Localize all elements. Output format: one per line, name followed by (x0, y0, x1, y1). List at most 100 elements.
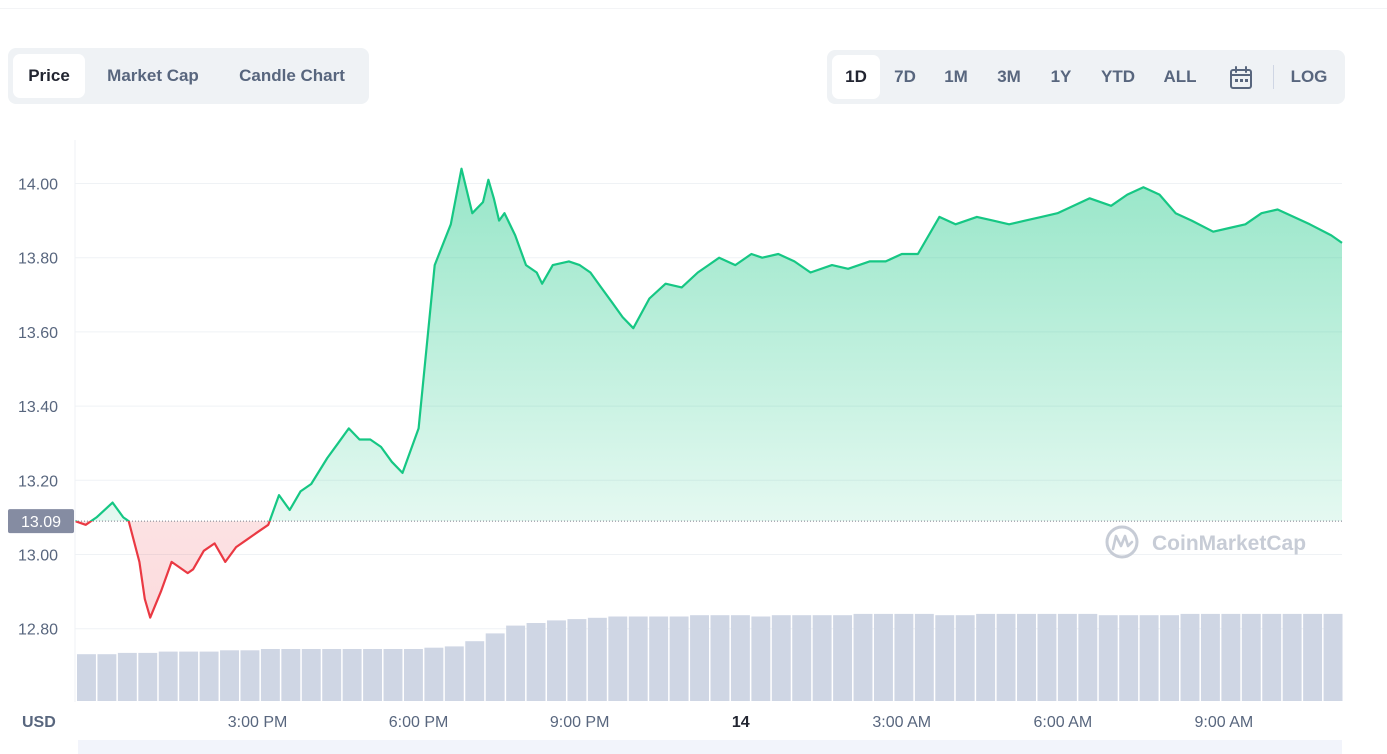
watermark: CoinMarketCap (1105, 525, 1306, 559)
chart-type-tabs: Price Market Cap Candle Chart (8, 48, 369, 104)
current-price-badge: 13.09 (8, 509, 74, 534)
log-scale-button[interactable]: LOG (1290, 67, 1328, 86)
volume-bar (976, 613, 996, 701)
volume-bar (1160, 615, 1180, 701)
volume-bar (1221, 613, 1241, 701)
y-tick-label: 13.20 (18, 473, 58, 490)
volume-bar (526, 623, 546, 701)
volume-bar (608, 616, 628, 701)
volume-bar (158, 651, 178, 701)
volume-bar (220, 650, 239, 701)
volume-bar (1282, 613, 1302, 701)
volume-bar (260, 649, 280, 701)
volume-bar (465, 641, 485, 701)
x-tick-label: 3:00 AM (872, 714, 931, 731)
volume-bar (1037, 613, 1057, 701)
volume-bar (363, 649, 383, 701)
volume-bar (730, 615, 750, 701)
volume-bar (547, 620, 566, 701)
volume-bar (485, 633, 505, 701)
range-7d-button[interactable]: 7D (894, 67, 916, 86)
volume-bar (1241, 613, 1261, 701)
volume-bar (1303, 613, 1323, 701)
range-1y-button[interactable]: 1Y (1050, 67, 1072, 86)
volume-bar (894, 613, 914, 701)
volume-bar (914, 613, 934, 701)
x-tick-label: 3:00 PM (228, 714, 288, 731)
volume-bar (444, 646, 464, 701)
volume-bar (240, 650, 260, 701)
volume-bar (649, 616, 669, 701)
volume-bar (1017, 613, 1036, 701)
volume-bar (301, 649, 321, 701)
volume-bar (587, 617, 607, 701)
volume-bar (199, 651, 219, 701)
x-axis-labels: 3:00 PM 6:00 PM 9:00 PM 14 3:00 AM 6:00 AM 9:0… (228, 714, 1254, 754)
volume-bar (1119, 615, 1139, 701)
volume-bar (792, 615, 812, 701)
volume-bar (853, 613, 873, 701)
calendar-icon[interactable] (1227, 64, 1255, 92)
volume-bar (812, 615, 832, 701)
currency-label: USD (22, 714, 56, 731)
range-divider (1273, 65, 1274, 89)
range-all-button[interactable]: ALL (1163, 67, 1197, 86)
volume-bars (77, 613, 1343, 701)
volume-bar (322, 649, 342, 701)
y-axis-labels: 12.80 13.00 13.20 13.40 13.60 13.80 14.00 (18, 177, 58, 639)
volume-bar (771, 615, 791, 701)
volume-bar (690, 615, 709, 701)
range-navigator[interactable] (78, 740, 1342, 754)
y-tick-label: 13.40 (18, 399, 58, 416)
watermark-text: CoinMarketCap (1152, 532, 1306, 555)
volume-bar (138, 652, 158, 701)
volume-bar (1078, 613, 1098, 701)
volume-bar (628, 616, 648, 701)
range-1m-button[interactable]: 1M (944, 67, 968, 86)
top-divider (0, 8, 1387, 9)
price-area-up (75, 168, 1342, 522)
price-line-up (74, 167, 1343, 522)
x-tick-label: 9:00 AM (1195, 714, 1254, 731)
y-tick-label: 12.80 (18, 622, 58, 639)
y-tick-label: 14.00 (18, 177, 58, 194)
tab-price[interactable]: Price (13, 54, 85, 98)
x-tick-label: 9:00 PM (550, 714, 610, 731)
volume-bar (1323, 613, 1343, 701)
x-tick-label: 6:00 PM (389, 714, 449, 731)
range-3m-button[interactable]: 3M (997, 67, 1021, 86)
volume-bar (281, 649, 301, 701)
volume-bar (935, 615, 955, 701)
volume-bar (873, 613, 893, 701)
volume-bar (1139, 615, 1159, 701)
y-tick-label: 13.60 (18, 325, 58, 342)
volume-bar (1200, 613, 1220, 701)
volume-bar (996, 613, 1016, 701)
volume-bar (1262, 613, 1282, 701)
volume-bar (506, 625, 526, 701)
volume-bar (117, 652, 137, 701)
tab-candle-chart[interactable]: Candle Chart (239, 66, 345, 85)
volume-bar (77, 654, 96, 701)
price-line-down (74, 521, 271, 619)
range-ytd-button[interactable]: YTD (1101, 67, 1135, 86)
volume-bar (403, 649, 423, 701)
y-tick-label: 13.00 (18, 548, 58, 565)
volume-bar (710, 615, 730, 701)
current-price-label: 13.09 (21, 514, 61, 531)
range-1d-button[interactable]: 1D (832, 55, 880, 99)
volume-bar (751, 616, 771, 701)
volume-bar (1057, 613, 1077, 701)
tab-market-cap[interactable]: Market Cap (107, 66, 199, 85)
volume-bar (383, 649, 403, 701)
volume-bar (567, 619, 587, 701)
y-tick-label: 13.80 (18, 251, 58, 268)
volume-bar (955, 615, 975, 701)
time-range-selector: 1D 7D 1M 3M 1Y YTD ALL LOG (827, 50, 1345, 104)
volume-bar (833, 615, 853, 701)
volume-bar (669, 616, 689, 701)
volume-bar (342, 649, 362, 701)
volume-bar (424, 647, 444, 701)
coinmarketcap-logo-icon (1105, 525, 1139, 559)
